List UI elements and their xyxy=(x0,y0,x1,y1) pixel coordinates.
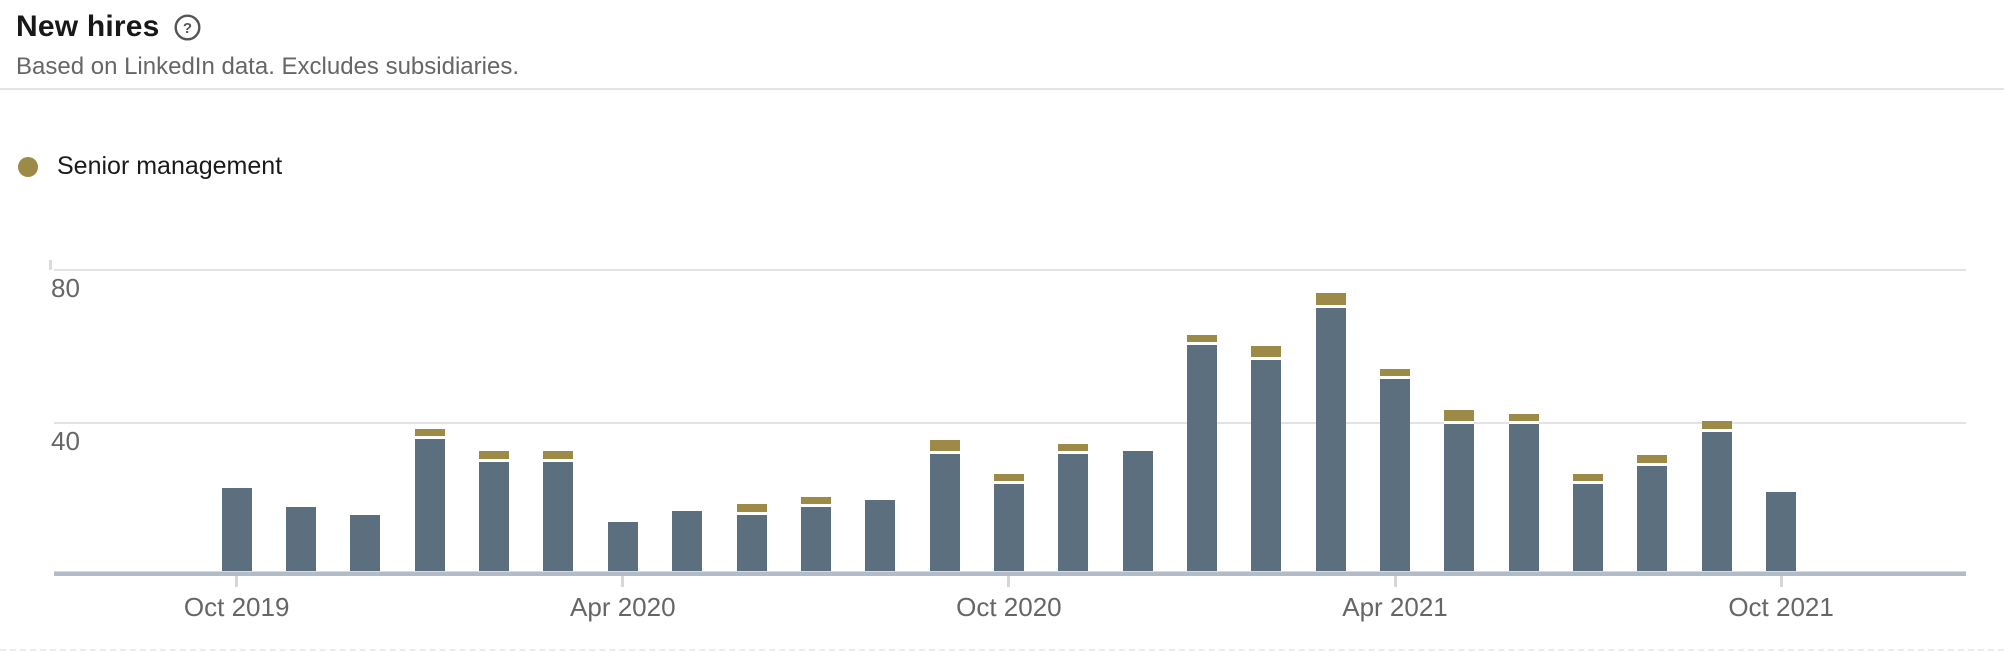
bar-segment-new-hires[interactable] xyxy=(1122,450,1153,571)
bar-segment-new-hires[interactable] xyxy=(993,484,1024,571)
bar-apr-2020[interactable] xyxy=(607,522,638,571)
bar-mar-2021[interactable] xyxy=(1315,293,1346,571)
x-axis-line xyxy=(54,571,1966,576)
bar-feb-2020[interactable] xyxy=(479,451,510,571)
bar-jun-2021[interactable] xyxy=(1508,413,1539,571)
bar-segment-new-hires[interactable] xyxy=(1637,465,1668,571)
gridline-80 xyxy=(54,269,1966,271)
chart-subtitle: Based on LinkedIn data. Excludes subsidi… xyxy=(16,53,519,80)
bar-may-2020[interactable] xyxy=(672,510,703,571)
bar-segment-senior-management[interactable] xyxy=(800,496,831,508)
bar-segment-senior-management[interactable] xyxy=(1573,473,1604,485)
x-axis-label: Apr 2020 xyxy=(570,592,676,622)
x-axis-tick xyxy=(621,576,625,587)
bar-jun-2020[interactable] xyxy=(736,504,767,571)
bar-aug-2020[interactable] xyxy=(865,499,896,571)
plot-area: 80 40 Oct 2019 Apr 2020 Oct 2020 Apr 2021 Oc… xyxy=(49,260,1966,622)
x-axis-tick xyxy=(1007,576,1011,587)
bar-segment-new-hires[interactable] xyxy=(1186,345,1217,571)
bar-segment-new-hires[interactable] xyxy=(800,507,831,571)
bar-mar-2020[interactable] xyxy=(543,451,574,571)
bar-segment-new-hires[interactable] xyxy=(1315,307,1346,571)
x-axis-label: Oct 2021 xyxy=(1728,592,1834,622)
bar-aug-2021[interactable] xyxy=(1637,455,1668,571)
bar-segment-senior-management[interactable] xyxy=(543,451,574,462)
bar-segment-new-hires[interactable] xyxy=(350,514,381,571)
x-axis-tick xyxy=(1779,576,1783,587)
bar-segment-new-hires[interactable] xyxy=(414,439,445,571)
bar-jul-2020[interactable] xyxy=(800,496,831,571)
y-axis-label-40: 40 xyxy=(51,426,80,456)
y-axis-tick xyxy=(49,260,52,270)
bar-segment-new-hires[interactable] xyxy=(1380,379,1410,571)
bar-segment-new-hires[interactable] xyxy=(1251,360,1282,571)
bar-segment-new-hires[interactable] xyxy=(543,461,574,571)
bar-dec-2019[interactable] xyxy=(350,514,381,571)
bar-dec-2020[interactable] xyxy=(1122,450,1153,571)
bar-segment-senior-management[interactable] xyxy=(1186,334,1217,346)
page-bottom-divider xyxy=(0,649,2004,651)
bar-jul-2021[interactable] xyxy=(1573,473,1604,571)
bar-segment-new-hires[interactable] xyxy=(479,461,510,571)
legend-dot-icon xyxy=(18,156,38,177)
bar-segment-new-hires[interactable] xyxy=(607,522,638,571)
x-axis-label: Apr 2021 xyxy=(1342,592,1448,622)
bar-segment-new-hires[interactable] xyxy=(1701,431,1732,571)
bar-segment-senior-management[interactable] xyxy=(1380,368,1410,380)
bar-segment-senior-management[interactable] xyxy=(1444,409,1475,425)
y-axis-label-80: 80 xyxy=(51,273,80,303)
page-title: New hires xyxy=(16,10,160,43)
bar-segment-senior-management[interactable] xyxy=(414,428,445,440)
bar-feb-2021[interactable] xyxy=(1251,346,1282,571)
bar-apr-2021[interactable] xyxy=(1380,368,1410,571)
legend-label: Senior management xyxy=(57,152,283,180)
bar-segment-senior-management[interactable] xyxy=(1251,346,1282,361)
x-axis-tick xyxy=(1393,576,1397,587)
bar-oct-2019[interactable] xyxy=(221,488,252,571)
bar-segment-senior-management[interactable] xyxy=(1508,413,1539,425)
bar-segment-senior-management[interactable] xyxy=(1701,421,1732,432)
bar-segment-new-hires[interactable] xyxy=(1573,484,1604,571)
bar-segment-senior-management[interactable] xyxy=(993,473,1024,485)
bar-segment-new-hires[interactable] xyxy=(1766,492,1797,571)
bar-jan-2021[interactable] xyxy=(1186,334,1217,571)
bar-segment-senior-management[interactable] xyxy=(1058,443,1089,455)
x-axis-tick xyxy=(235,576,239,587)
svg-text:?: ? xyxy=(182,20,191,37)
bar-oct-2021[interactable] xyxy=(1766,492,1797,571)
bar-segment-new-hires[interactable] xyxy=(736,514,767,571)
bar-nov-2020[interactable] xyxy=(1058,443,1089,571)
x-axis-label: Oct 2019 xyxy=(183,592,290,622)
gridline-40 xyxy=(54,422,1966,424)
bar-sep-2020[interactable] xyxy=(929,440,960,571)
bar-segment-senior-management[interactable] xyxy=(736,504,767,515)
bar-segment-senior-management[interactable] xyxy=(1637,455,1668,466)
bar-segment-senior-management[interactable] xyxy=(929,440,960,455)
legend-item-senior-management[interactable]: Senior management xyxy=(18,152,282,181)
bar-may-2021[interactable] xyxy=(1444,409,1475,571)
bar-oct-2020[interactable] xyxy=(993,473,1024,571)
bar-segment-new-hires[interactable] xyxy=(1058,454,1089,571)
bar-jan-2020[interactable] xyxy=(414,428,445,571)
bar-segment-new-hires[interactable] xyxy=(929,454,960,571)
bar-segment-new-hires[interactable] xyxy=(672,510,703,571)
chart-header: New hires ? Based on LinkedIn data. Excl… xyxy=(16,10,519,81)
header-divider xyxy=(0,88,2004,90)
bar-sep-2021[interactable] xyxy=(1701,421,1732,571)
bar-segment-senior-management[interactable] xyxy=(1315,293,1346,308)
bar-segment-new-hires[interactable] xyxy=(1444,424,1475,571)
bar-segment-new-hires[interactable] xyxy=(1508,424,1539,571)
bar-segment-senior-management[interactable] xyxy=(479,451,510,462)
bar-segment-new-hires[interactable] xyxy=(286,507,317,571)
bar-nov-2019[interactable] xyxy=(286,507,317,571)
bar-segment-new-hires[interactable] xyxy=(221,488,252,571)
x-axis-label: Oct 2020 xyxy=(956,592,1062,622)
bar-segment-new-hires[interactable] xyxy=(865,499,896,571)
help-icon[interactable]: ? xyxy=(174,13,201,41)
